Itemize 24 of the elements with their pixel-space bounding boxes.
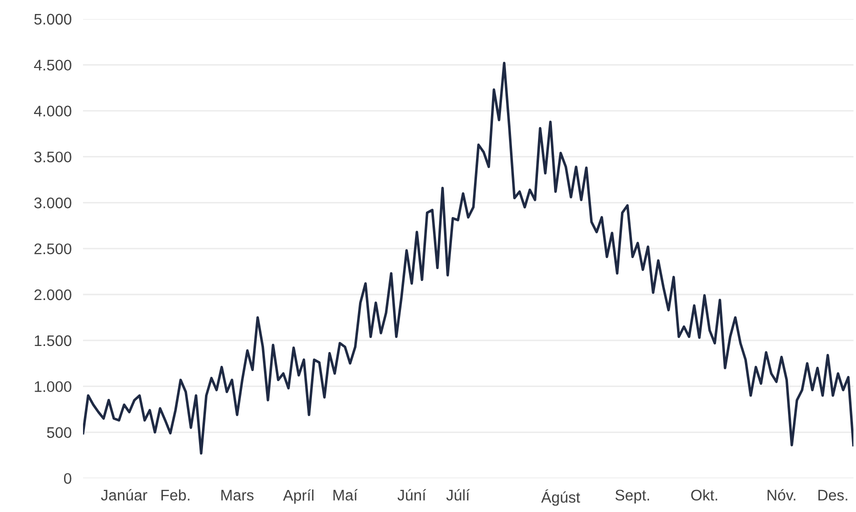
x-tick-label: Ágúst: [541, 489, 580, 506]
y-tick-label: 1.000: [34, 381, 72, 392]
y-tick-label: 0: [64, 473, 72, 484]
x-tick-label: Apríl: [283, 489, 314, 504]
y-tick-label: 1.500: [34, 335, 72, 346]
line-series: [83, 62, 854, 455]
y-tick-label: 5.000: [34, 14, 72, 25]
x-tick-label: Mars: [221, 490, 254, 501]
x-tick-label: Okt.: [691, 489, 718, 501]
x-tick-label: Júlí: [446, 489, 470, 501]
y-tick-label: 4.000: [34, 106, 72, 116]
x-tick-label: Sept.: [615, 490, 650, 504]
x-tick-label: Des.: [818, 490, 848, 501]
x-tick-label: Júní: [398, 489, 426, 501]
x-tick-label: Nóv.: [768, 489, 796, 501]
y-tick-label: 3.000: [34, 198, 72, 208]
y-tick-label: 3.500: [34, 152, 72, 162]
y-tick-label: 500: [47, 427, 72, 438]
x-tick-label: Feb.: [161, 489, 190, 501]
y-tick-label: 2.000: [34, 289, 72, 300]
y-tick-label: 2.500: [34, 243, 72, 254]
x-tick-label: Janúar: [101, 489, 148, 501]
y-tick-label: 4.500: [34, 60, 72, 71]
x-tick-label: Maí: [333, 489, 358, 501]
